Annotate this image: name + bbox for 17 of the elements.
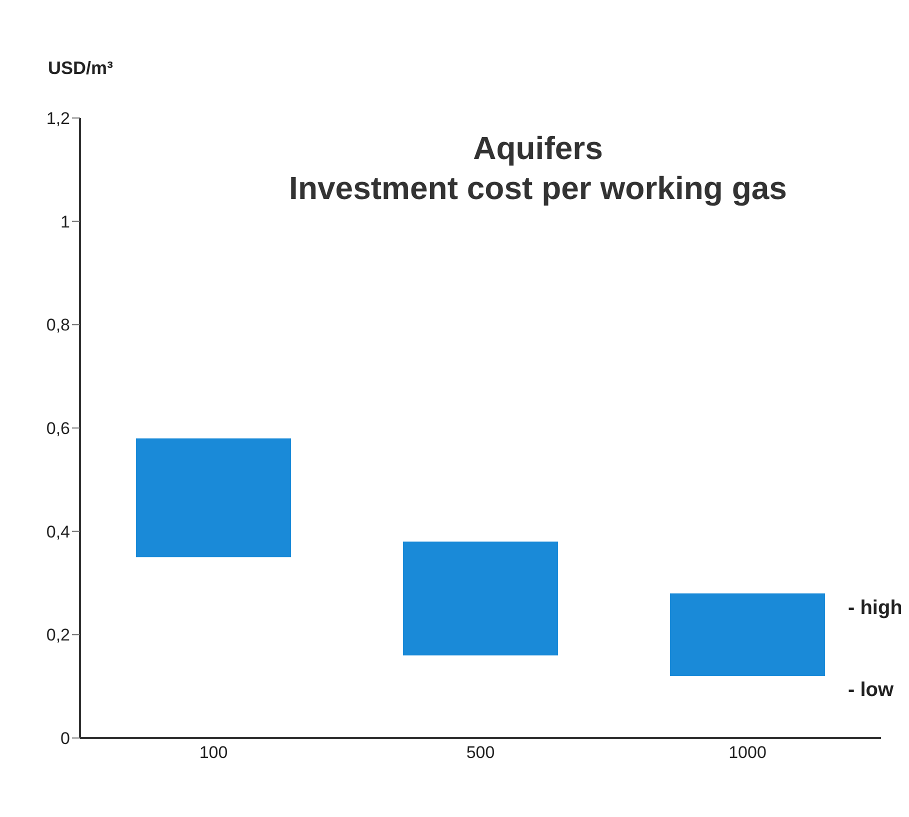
x-tick-label: 500 bbox=[466, 743, 495, 762]
y-tick-label: 0 bbox=[60, 729, 70, 748]
y-tick-label: 1,2 bbox=[46, 109, 70, 128]
bar bbox=[403, 542, 558, 656]
annotation: - low bbox=[848, 679, 894, 701]
x-tick-label: 1000 bbox=[728, 743, 766, 762]
text: Aquifers Investment cost per working gas bbox=[288, 129, 788, 208]
bar bbox=[136, 438, 291, 558]
y-tick-label: 0,4 bbox=[46, 522, 70, 542]
bar bbox=[670, 593, 825, 676]
y-tick-label: 1 bbox=[60, 212, 70, 232]
annotation: - high bbox=[848, 597, 902, 619]
y-tick-label: 0,6 bbox=[46, 419, 70, 438]
y-axis-title: USD/m³ bbox=[48, 58, 114, 79]
y-tick-label: 0,8 bbox=[46, 316, 70, 335]
x-tick-label: 100 bbox=[199, 743, 228, 762]
y-tick-label: 0,2 bbox=[46, 626, 70, 645]
